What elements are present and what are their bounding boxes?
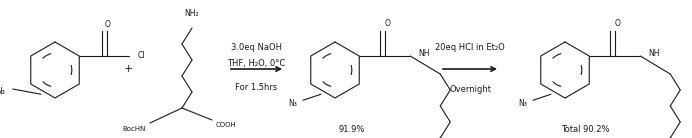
Text: 3.0eq NaOH: 3.0eq NaOH bbox=[231, 43, 282, 52]
Text: N₃: N₃ bbox=[288, 99, 297, 108]
Text: O: O bbox=[614, 19, 620, 29]
Text: NH: NH bbox=[648, 50, 659, 59]
Text: NH: NH bbox=[418, 50, 430, 59]
Text: Total 90.2%: Total 90.2% bbox=[561, 125, 609, 135]
Text: THF, H₂O, 0°C: THF, H₂O, 0°C bbox=[228, 59, 286, 68]
Text: For 1.5hrs: For 1.5hrs bbox=[235, 83, 277, 92]
Text: COOH: COOH bbox=[216, 122, 237, 128]
Text: O: O bbox=[104, 21, 110, 30]
Text: O: O bbox=[384, 19, 390, 29]
Text: Overnight: Overnight bbox=[449, 86, 491, 95]
Text: BocHN: BocHN bbox=[122, 126, 146, 132]
Text: NH₂: NH₂ bbox=[185, 9, 199, 18]
Text: +: + bbox=[123, 64, 133, 74]
Text: 20eq HCl in Et₂O: 20eq HCl in Et₂O bbox=[435, 43, 505, 52]
Text: N₃: N₃ bbox=[0, 87, 5, 95]
Text: N₃: N₃ bbox=[518, 99, 527, 108]
Text: 91.9%: 91.9% bbox=[339, 125, 365, 135]
Text: Cl: Cl bbox=[137, 51, 145, 60]
